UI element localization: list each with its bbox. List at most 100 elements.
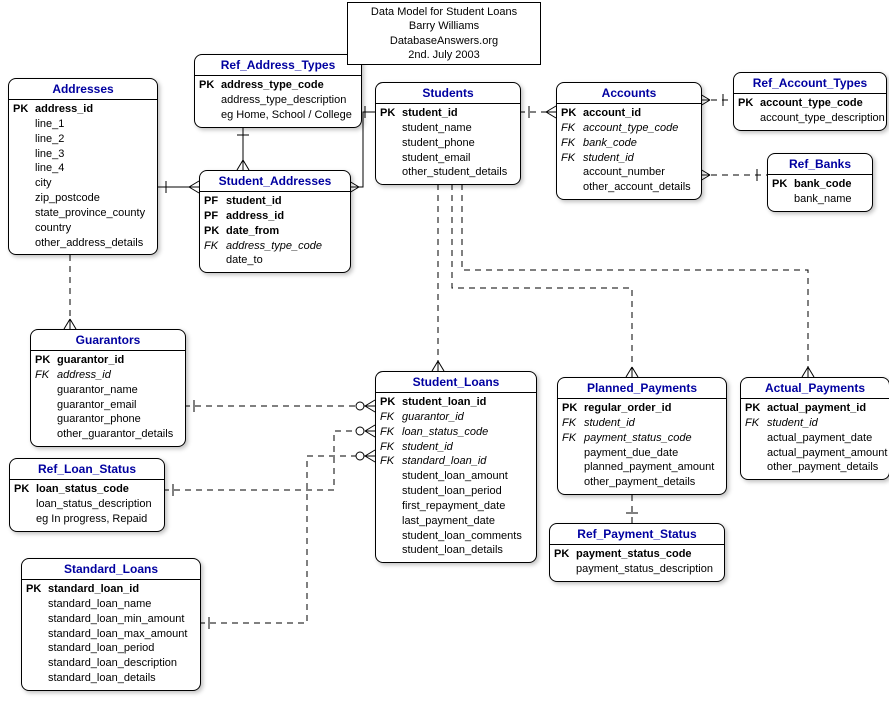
attr-name: payment_status_description	[576, 562, 720, 577]
attr-row: payment_due_date	[562, 446, 722, 461]
attr-row: line_2	[13, 132, 153, 147]
entity-ref_banks: Ref_BanksPKbank_codebank_name	[767, 153, 873, 212]
attr-row: PKactual_payment_id	[745, 401, 885, 416]
attr-row: line_3	[13, 147, 153, 162]
entity-body: PKguarantor_idFKaddress_idguarantor_name…	[31, 351, 185, 446]
attr-name: loan_status_description	[36, 497, 160, 512]
entity-title: Ref_Payment_Status	[550, 524, 724, 545]
attr-key	[26, 641, 48, 656]
attr-name: bank_code	[583, 136, 697, 151]
attr-key	[380, 543, 402, 558]
attr-name: student_loan_details	[402, 543, 532, 558]
entity-accounts: AccountsPKaccount_idFKaccount_type_codeF…	[556, 82, 702, 200]
entity-planned_payments: Planned_PaymentsPKregular_order_idFKstud…	[557, 377, 727, 495]
diagram-title-box: Data Model for Student LoansBarry Willia…	[347, 2, 541, 65]
attr-key	[35, 398, 57, 413]
attr-name: standard_loan_name	[48, 597, 196, 612]
attr-key	[380, 514, 402, 529]
attr-key	[554, 562, 576, 577]
attr-key: PK	[745, 401, 767, 416]
attr-key	[199, 93, 221, 108]
attr-key: FK	[561, 121, 583, 136]
attr-name: planned_payment_amount	[584, 460, 722, 475]
attr-name: last_payment_date	[402, 514, 532, 529]
attr-key	[26, 597, 48, 612]
entity-title: Ref_Banks	[768, 154, 872, 175]
title-line: Barry Williams	[354, 19, 534, 33]
attr-key	[13, 117, 35, 132]
attr-name: account_type_code	[760, 96, 882, 111]
entity-students: StudentsPKstudent_idstudent_namestudent_…	[375, 82, 521, 185]
attr-row: eg In progress, Repaid	[14, 512, 160, 527]
attr-name: student_name	[402, 121, 516, 136]
attr-row: PFstudent_id	[204, 194, 346, 209]
attr-name: standard_loan_description	[48, 656, 196, 671]
attr-name: standard_loan_id	[48, 582, 196, 597]
attr-name: standard_loan_id	[402, 454, 532, 469]
attr-key: PK	[738, 96, 760, 111]
attr-name: guarantor_phone	[57, 412, 181, 427]
attr-row: PKregular_order_id	[562, 401, 722, 416]
attr-key	[35, 427, 57, 442]
attr-row: other_address_details	[13, 236, 153, 251]
attr-key	[13, 176, 35, 191]
attr-key	[380, 165, 402, 180]
attr-name: student_email	[402, 151, 516, 166]
entity-body: PKbank_codebank_name	[768, 175, 872, 211]
attr-name: actual_payment_date	[767, 431, 885, 446]
attr-row: PKstandard_loan_id	[26, 582, 196, 597]
entity-title: Actual_Payments	[741, 378, 889, 399]
entity-actual_payments: Actual_PaymentsPKactual_payment_idFKstud…	[740, 377, 889, 480]
attr-name: other_student_details	[402, 165, 516, 180]
attr-row: other_payment_details	[745, 460, 885, 475]
attr-name: zip_postcode	[35, 191, 153, 206]
attr-row: student_loan_amount	[380, 469, 532, 484]
attr-key	[26, 671, 48, 686]
attr-name: student_id	[402, 106, 516, 121]
attr-key	[14, 512, 36, 527]
attr-row: eg Home, School / College	[199, 108, 357, 123]
attr-name: actual_payment_id	[767, 401, 885, 416]
attr-name: address_type_code	[226, 239, 346, 254]
attr-name: student_id	[402, 440, 532, 455]
attr-name: other_payment_details	[767, 460, 885, 475]
attr-name: line_4	[35, 161, 153, 176]
entity-body: PKactual_payment_idFKstudent_idactual_pa…	[741, 399, 889, 479]
attr-name: eg In progress, Repaid	[36, 512, 160, 527]
attr-name: other_payment_details	[584, 475, 722, 490]
entity-ref_loan_status: Ref_Loan_StatusPKloan_status_codeloan_st…	[9, 458, 165, 532]
attr-key: PK	[14, 482, 36, 497]
attr-row: standard_loan_description	[26, 656, 196, 671]
attr-name: student_id	[767, 416, 885, 431]
entity-student_loans: Student_LoansPKstudent_loan_idFKguaranto…	[375, 371, 537, 563]
attr-key: FK	[562, 416, 584, 431]
attr-key: PF	[204, 194, 226, 209]
attr-row: first_repayment_date	[380, 499, 532, 514]
entity-body: PFstudent_idPFaddress_idPKdate_fromFKadd…	[200, 192, 350, 272]
attr-key	[561, 180, 583, 195]
attr-row: FKloan_status_code	[380, 425, 532, 440]
attr-row: country	[13, 221, 153, 236]
attr-name: other_account_details	[583, 180, 697, 195]
attr-name: payment_due_date	[584, 446, 722, 461]
entity-body: PKaddress_type_codeaddress_type_descript…	[195, 76, 361, 127]
attr-key: FK	[380, 440, 402, 455]
entity-addresses: AddressesPKaddress_idline_1line_2line_3l…	[8, 78, 158, 255]
attr-row: PKaddress_type_code	[199, 78, 357, 93]
attr-key: PK	[561, 106, 583, 121]
attr-key: FK	[745, 416, 767, 431]
attr-row: standard_loan_min_amount	[26, 612, 196, 627]
attr-name: first_repayment_date	[402, 499, 532, 514]
attr-key	[772, 192, 794, 207]
attr-row: bank_name	[772, 192, 868, 207]
entity-body: PKstudent_loan_idFKguarantor_idFKloan_st…	[376, 393, 536, 562]
attr-key: PK	[772, 177, 794, 192]
attr-row: other_payment_details	[562, 475, 722, 490]
attr-key: FK	[380, 425, 402, 440]
attr-row: PKpayment_status_code	[554, 547, 720, 562]
attr-row: zip_postcode	[13, 191, 153, 206]
entity-ref_account_types: Ref_Account_TypesPKaccount_type_codeacco…	[733, 72, 887, 131]
entity-title: Accounts	[557, 83, 701, 104]
attr-row: FKstudent_id	[562, 416, 722, 431]
attr-row: planned_payment_amount	[562, 460, 722, 475]
